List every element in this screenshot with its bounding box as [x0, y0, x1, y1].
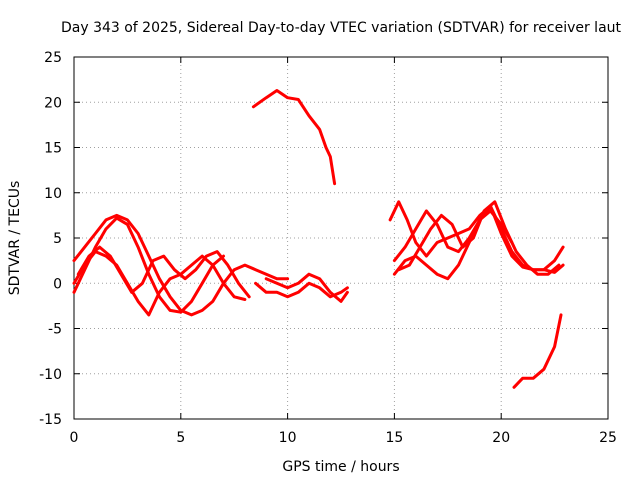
- series-line-pass-b: [72, 216, 225, 314]
- series-line-pass-h: [388, 200, 565, 272]
- series-line-pass-l: [512, 313, 563, 389]
- series-line-pass-e: [254, 281, 349, 299]
- series-line-pass-c: [72, 250, 247, 317]
- series-line-pass-d: [76, 245, 251, 299]
- y-tick-label: 5: [53, 231, 62, 247]
- y-tick-label: 0: [53, 276, 62, 292]
- y-tick-label: 25: [44, 50, 62, 66]
- series-line-pass-f: [264, 272, 349, 303]
- y-tick-label: 20: [44, 95, 62, 111]
- x-tick-label: 0: [70, 430, 79, 446]
- y-tick-label: -10: [39, 367, 62, 383]
- x-tick-label: 15: [385, 430, 403, 446]
- y-tick-label: -5: [48, 322, 62, 338]
- series-line-pass-k: [392, 209, 514, 281]
- x-axis-label: GPS time / hours: [282, 459, 399, 475]
- y-tick-label: 10: [44, 186, 62, 202]
- series-line-pass-g: [251, 89, 337, 186]
- y-tick-label: 15: [44, 141, 62, 157]
- grid-layer: [74, 57, 608, 419]
- x-tick-label: 5: [176, 430, 185, 446]
- chart-title: Day 343 of 2025, Sidereal Day-to-day VTE…: [61, 20, 622, 36]
- y-axis-label: SDTVAR / TECUs: [7, 181, 23, 296]
- y-tick-label: -15: [39, 412, 62, 428]
- series-layer: [72, 89, 565, 389]
- x-tick-label: 25: [599, 430, 617, 446]
- x-tick-label: 10: [279, 430, 297, 446]
- x-tick-label: 20: [492, 430, 510, 446]
- ticks-layer: 0 5 10 15 20 25 -15 -10 -5 0 5 10 15 20 25: [39, 50, 617, 446]
